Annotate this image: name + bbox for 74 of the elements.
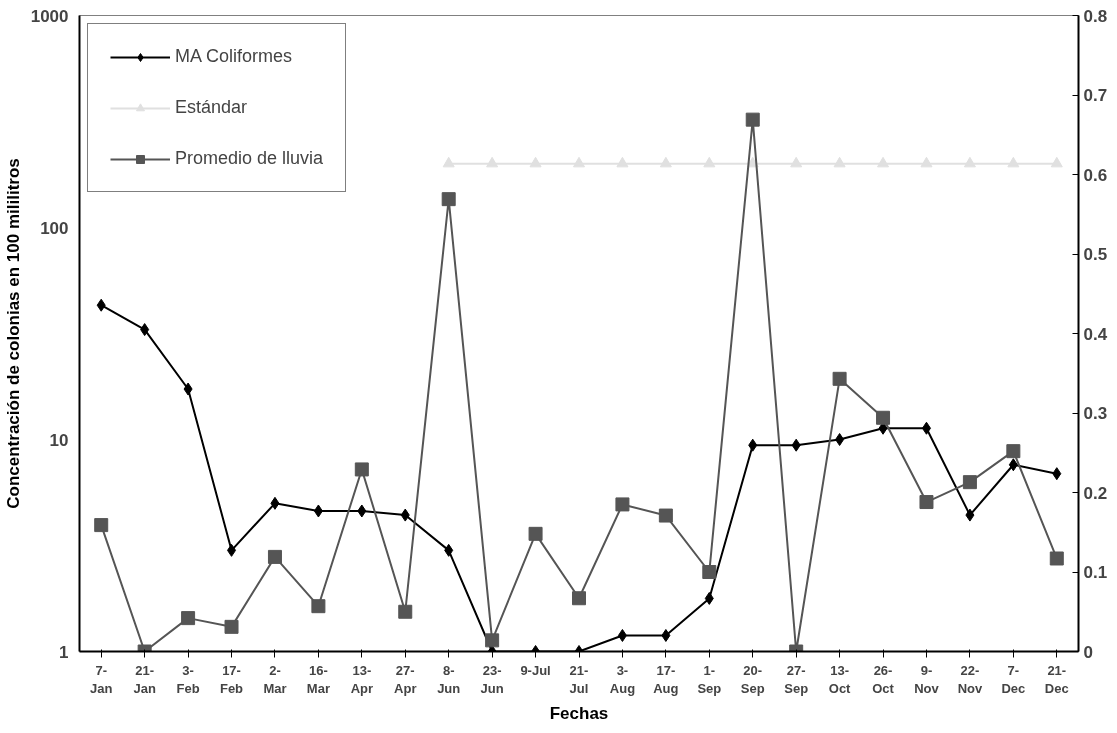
point: [617, 628, 627, 642]
point: [1008, 458, 1018, 472]
x-tick-label: 8- Jun: [437, 662, 461, 696]
y2-tick-label: 0.1: [1083, 563, 1108, 582]
point: [790, 156, 803, 168]
x-tick-label: 17- Aug: [653, 662, 679, 696]
point: [270, 496, 280, 510]
point: [529, 156, 542, 168]
x-tick-label: 2- Mar: [263, 662, 287, 696]
point: [921, 421, 931, 435]
x-tick-label: 7- Jan: [90, 662, 113, 696]
x-tick-label: 27- Sep: [784, 662, 809, 696]
x-tick-label: 17- Feb: [219, 662, 244, 696]
x-tick-label: 27- Apr: [394, 662, 417, 696]
y-tick-label: 1000: [30, 6, 69, 26]
point: [791, 438, 801, 452]
point: [96, 298, 106, 312]
point: [965, 508, 975, 522]
point: [486, 156, 499, 168]
x-tick-label: 13- Apr: [350, 662, 374, 696]
y2-tick-label: 0.8: [1083, 6, 1108, 26]
point: [920, 156, 933, 168]
point: [313, 504, 323, 518]
y-tick-label: 100: [40, 218, 69, 238]
x-tick-label: 20- Sep: [740, 662, 765, 696]
point: [703, 156, 716, 168]
x-tick-label: 13- Oct: [828, 662, 852, 696]
point: [877, 156, 890, 168]
legend-label: MA Coliformes: [175, 46, 293, 67]
y-tick-label: 10: [49, 430, 69, 450]
point: [616, 156, 629, 168]
x-tick-label: 23- Jun: [480, 662, 504, 696]
point: [357, 504, 367, 518]
y-axis-title: Concentración de colonias en 100 mililitros: [3, 158, 23, 509]
x-tick-label: 21- Dec: [1044, 662, 1069, 696]
x-tick-label: 26- Oct: [872, 662, 895, 696]
x-tick-label: 7- Dec: [1001, 662, 1026, 696]
point: [183, 382, 193, 396]
y2-tick-label: 0.6: [1083, 165, 1108, 185]
x-tick-label: 21- Jul: [569, 662, 589, 696]
point: [704, 591, 714, 605]
point: [1052, 467, 1062, 481]
x-tick-label: 21- Jan: [133, 662, 156, 696]
y2-tick-label: 0.7: [1083, 86, 1108, 105]
x-tick-label: 16- Mar: [306, 662, 330, 696]
x-tick-label: 1- Sep: [697, 662, 722, 696]
point: [573, 156, 585, 168]
point: [227, 543, 237, 557]
point: [444, 543, 454, 557]
x-tick-label: 3- Aug: [609, 662, 636, 696]
point: [835, 433, 845, 446]
point: [1050, 156, 1063, 168]
x-tick-label: 9- Nov: [914, 662, 940, 696]
x-tick-label: 3- Feb: [176, 662, 200, 696]
point: [659, 156, 672, 168]
point: [833, 156, 846, 168]
y2-tick-label: 0: [1083, 642, 1093, 662]
y2-tick-label: 0.5: [1083, 245, 1108, 264]
x-tick-label: 22- Nov: [957, 662, 983, 696]
legend-label: Promedio de lluvia: [175, 148, 324, 169]
point: [442, 156, 455, 168]
y-tick-label: 1: [59, 642, 69, 662]
y2-tick-label: 0.4: [1083, 324, 1108, 344]
point: [661, 628, 671, 642]
y2-tick-label: 0.2: [1083, 483, 1108, 503]
legend-label: Estándar: [175, 97, 248, 118]
point: [140, 323, 150, 337]
y2-tick-label: 0.3: [1083, 404, 1108, 423]
x-tick-label: 9-Jul: [520, 662, 551, 678]
point: [1007, 156, 1020, 168]
x-axis-title: Fechas: [549, 703, 609, 723]
point: [963, 156, 976, 168]
point: [748, 438, 758, 452]
point: [400, 508, 410, 522]
